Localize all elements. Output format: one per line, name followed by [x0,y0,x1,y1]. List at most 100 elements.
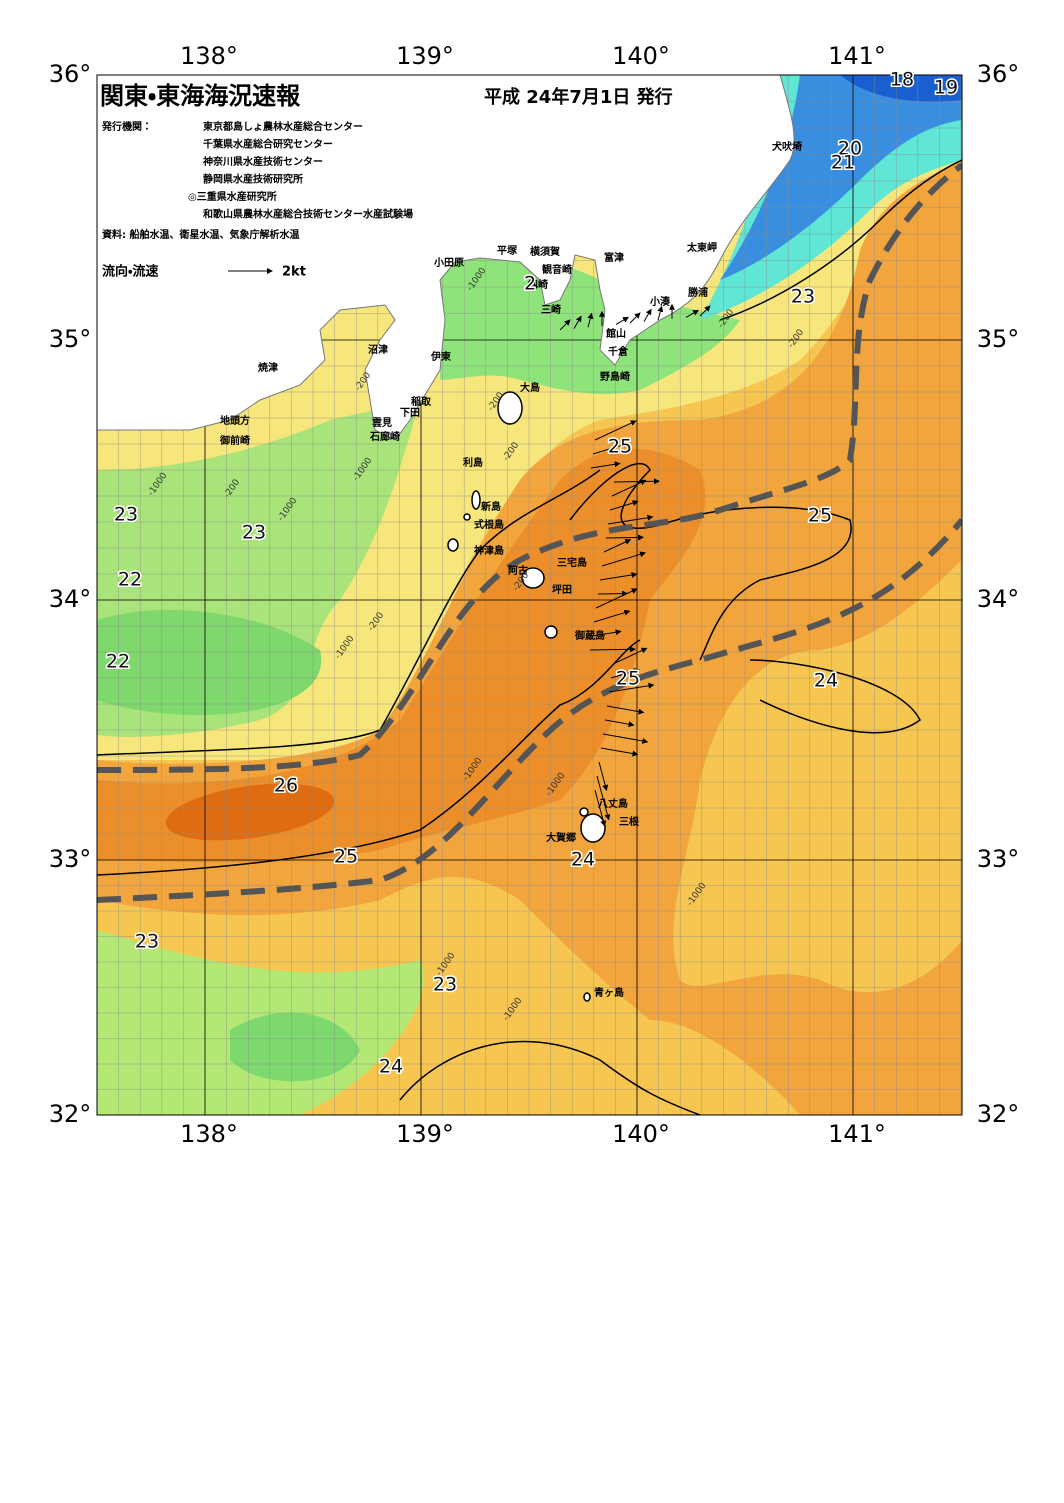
place-name: 地頭方 [220,414,250,427]
isotherm-label: 19 [934,77,958,99]
place-name: 横須賀 [530,245,560,258]
lon-label: 138° [180,42,238,70]
current-arrows [559,303,711,827]
current-arrow [589,646,636,653]
lon-label: 139° [396,42,454,70]
place-name: 御前崎 [219,434,250,447]
isotherm-label: 23 [791,286,815,308]
lat-label: 32° [977,1100,1020,1128]
place-name: 三宅島 [557,556,587,569]
place-name: 小湊 [649,295,671,308]
isotherm-label: 25 [808,505,832,527]
current-arrow [615,316,629,325]
zone-26 [165,783,335,841]
source: 資料: 船舶水温、衛星水温、気象庁解析水温 [102,228,299,241]
place-name: 青ヶ島 [594,986,624,999]
place-name: 剱崎 [527,278,548,291]
current-arrow [601,551,646,567]
place-name: 勝浦 [688,286,708,299]
place-name: 石廊崎 [369,430,400,443]
place-name: 八丈島 [598,797,628,810]
place-name: 雲見 [372,417,392,429]
current-arrow [605,534,644,541]
isotherm-label: 25 [334,846,358,868]
place-name: 伊東 [430,350,451,363]
current-arrow [596,775,611,821]
current-arrow [629,312,641,324]
current-arrow [643,308,652,322]
current-arrow [594,420,637,441]
current-arrow [609,500,639,511]
place-name: 式根島 [474,518,504,531]
lat-label: 34° [977,585,1020,613]
isotherm-label: 22 [118,569,142,591]
legend-scale: 2kt [282,265,306,280]
current-arrow [603,539,632,553]
current-arrow [606,705,645,715]
lat-label: 33° [49,845,92,873]
isotherm-label: 24 [571,849,595,871]
current-arrow [592,441,630,455]
issuer: 千葉県水産総合研究センター [203,138,333,151]
lat-label: 36° [977,60,1020,88]
lat-label: 33° [977,845,1020,873]
current-arrow [593,609,631,623]
place-name: 神津島 [473,544,504,557]
issuer: ◎三重県水産研究所 [188,190,277,203]
lon-label: 141° [828,42,886,70]
lat-label: 35° [977,325,1020,353]
current-arrow [594,789,607,827]
current-arrow [595,588,638,609]
issuer: 東京都島しょ農林水産総合センター [203,120,363,133]
zone-sagami [440,256,740,395]
lat-label: 35° [49,325,92,353]
place-name: 新島 [480,500,501,513]
place-name: 御蔵島 [574,629,605,642]
place-name: 阿古 [508,564,528,577]
kuroshio-axis [97,162,962,903]
isotherms [97,159,962,1115]
isotherm-label: 24 [814,670,838,692]
isotherm-label: 23 [135,931,159,953]
issuer: 神奈川県水産技術センター [202,155,323,168]
isotherm-label: 23 [242,522,266,544]
date: 平成 24年7月1日 発行 [484,86,673,108]
place-name: 焼津 [258,361,278,374]
current-arrow [611,479,647,497]
current-arrow [573,315,582,329]
current-arrow [604,719,635,728]
place-name: 沼津 [368,343,388,356]
lat-label: 34° [49,585,92,613]
isotherm-label: 22 [106,651,130,673]
place-name: 犬吠埼 [772,140,802,153]
current-arrow [559,319,571,331]
isotherm-label: 24 [379,1056,403,1078]
isotherm-label: 20 [838,138,862,160]
isotherm-label: 25 [616,668,640,690]
current-arrow [597,590,628,597]
place-name: 下田 [400,407,420,419]
current-arrow [591,629,622,637]
zone-18 [840,75,962,102]
place-name: 大賀郷 [546,831,576,844]
place-name: 稲取 [411,395,432,408]
land [97,75,795,441]
current-arrow [600,747,639,757]
zone-19 [720,75,962,280]
current-arrow [685,309,699,318]
place-name: 三崎 [541,303,561,316]
isotherm-label: 21 [831,152,855,174]
lon-label: 138° [180,1120,238,1148]
lon-label: 139° [396,1120,454,1148]
place-name: 富津 [604,251,624,264]
issuer: 静岡県水産技術研究所 [203,173,303,186]
place-name: 館山 [605,327,626,340]
isotherm-label: 18 [890,69,914,91]
current-arrow [612,647,648,665]
isotherm-label: 23 [114,504,138,526]
place-name: 坪田 [552,583,572,596]
issuer-label: 発行機関： [101,120,152,133]
isotherm-label: 23 [433,974,457,996]
